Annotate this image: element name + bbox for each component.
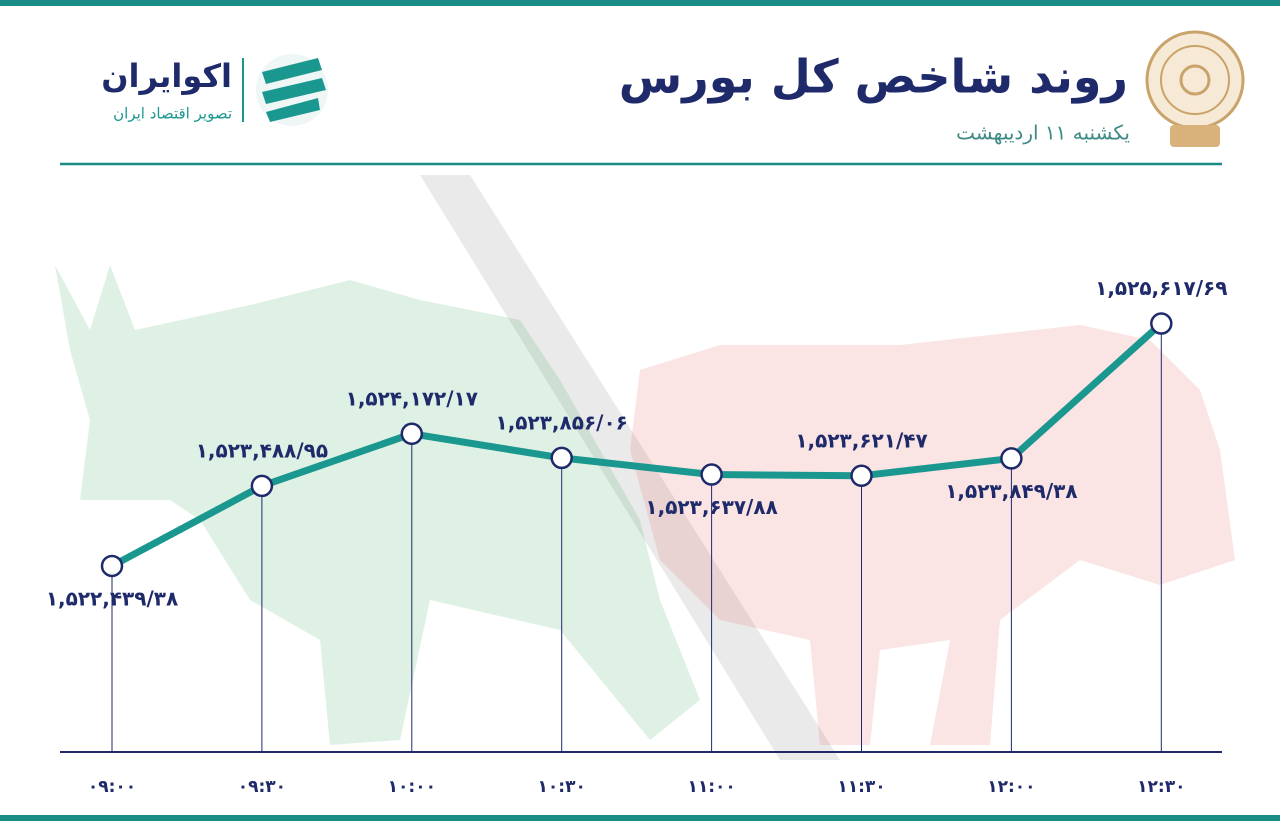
brand-logo <box>242 54 328 126</box>
bg-bear <box>630 325 1235 745</box>
data-label: ۱,۵۲۳,۶۲۱/۴۷ <box>795 428 927 452</box>
data-label: ۱,۵۲۳,۸۴۹/۳۸ <box>945 479 1077 503</box>
chart-subtitle: یکشنبه ۱۱ اردیبهشت <box>956 121 1130 145</box>
brand-tagline: تصویر اقتصاد ایران <box>113 105 232 123</box>
series-line <box>110 320 1164 570</box>
brand-name: اکوایران <box>101 57 232 95</box>
data-label: ۱,۵۲۳,۶۳۷/۸۸ <box>645 495 777 519</box>
data-point <box>1150 312 1173 335</box>
x-tick-label: ۱۱:۳۰ <box>837 777 885 797</box>
bg-bull <box>55 265 700 745</box>
chart-title: روند شاخص کل بورس <box>619 50 1128 104</box>
data-label: ۱,۵۲۴,۱۷۲/۱۷ <box>346 386 478 410</box>
x-tick-label: ۱۲:۰۰ <box>987 777 1035 797</box>
bottom-border <box>0 815 1280 821</box>
emblem <box>1145 30 1245 147</box>
data-label: ۱,۵۲۵,۶۱۷/۶۹ <box>1095 276 1227 300</box>
data-point <box>400 422 424 446</box>
data-point <box>250 474 274 498</box>
data-point <box>550 446 573 470</box>
x-tick-label: ۰۹:۳۰ <box>238 777 286 797</box>
data-label: ۱,۵۲۳,۸۵۶/۰۶ <box>496 410 628 434</box>
x-tick-label: ۱۱:۰۰ <box>687 777 735 797</box>
data-point <box>700 463 723 486</box>
x-tick-label: ۱۲:۳۰ <box>1137 777 1185 797</box>
data-point <box>850 464 873 488</box>
x-tick-label: ۰۹:۰۰ <box>88 777 136 797</box>
x-tick-label: ۱۰:۳۰ <box>538 777 586 797</box>
data-point <box>1000 447 1023 470</box>
data-label: ۱,۵۲۳,۴۸۸/۹۵ <box>196 438 328 462</box>
data-label: ۱,۵۲۲,۴۳۹/۳۸ <box>46 586 178 610</box>
x-tick-label: ۱۰:۰۰ <box>388 777 436 797</box>
data-point <box>100 554 124 578</box>
top-border <box>0 0 1280 6</box>
